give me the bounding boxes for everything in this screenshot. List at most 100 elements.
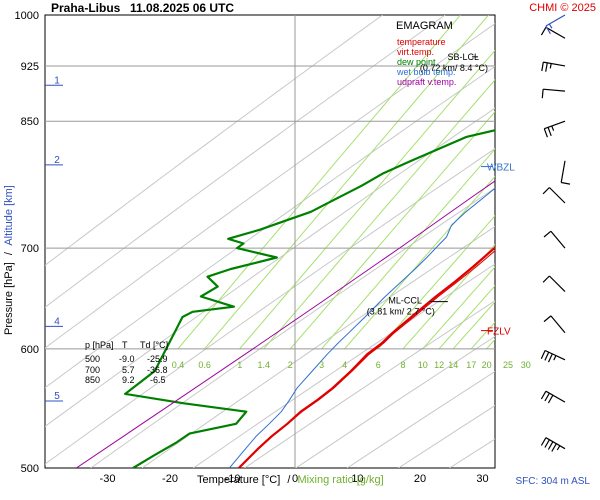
wind-barbs [540,14,571,452]
y-tick-label: 700 [21,243,39,255]
mixing-ratio-label: 12 [434,360,444,370]
altitude-tick-label: 4 [54,316,60,327]
dry-adiabat-line [244,300,495,468]
table-cell: 850 [85,375,100,385]
dry-adiabat-line [45,15,446,308]
surface-elevation-label: SFC: 304 m ASL [516,476,591,487]
wind-barb-flag [547,353,553,363]
chart-title: EMAGRAM [396,20,453,32]
mixing-ratio-lines [177,15,600,350]
wind-barb-flag [542,187,550,195]
dry-adiabat-line [45,15,383,266]
legend-item-updraft: udpraft v.temp. [397,77,456,87]
mixing-ratio-line [508,15,600,349]
mixing-ratio-label: 10 [418,360,428,370]
y-axis-title: Pressure [hPa] / Altitude [km] [3,185,15,335]
wind-barb-shaft [550,315,566,334]
wind-barb-flag [543,315,552,323]
legend-item-virt-temp: virt.temp. [397,47,434,57]
annotation-detail: (3.81 km/ 2.7 °C) [367,307,435,317]
legend-item-wet-bulb: wet bulb temp. [396,67,456,77]
dry-adiabats [45,15,495,468]
wind-barb-half-flag [556,445,561,451]
station-name: Praha-Libus [51,1,121,15]
x-axis-ticks: -30 -20 -10 0 10 20 30 [100,473,489,485]
wind-barb-half-flag [553,355,557,361]
mixing-ratio-label: 20 [482,360,492,370]
x-tick-label: 30 [476,473,488,485]
table-cell: 9.2 [122,375,135,385]
series-virt-temp-line [239,250,495,468]
dry-adiabat-line [141,225,495,468]
mixing-ratio-line [177,15,461,350]
wind-barb-flag [551,443,557,452]
legend: EMAGRAM temperature virt.temp. dew point… [396,20,456,87]
x-tick-label: 0 [292,473,298,485]
wind-barb-flag [543,128,548,138]
x-axis-label-temperature: Temperature [°C] [197,474,280,486]
mixing-ratio-line [263,79,495,350]
wind-barb-flag [540,27,547,36]
mixing-ratio-line [377,215,495,350]
mixing-ratio-label: 17 [466,360,476,370]
dry-adiabat-line [45,65,495,389]
mixing-ratio-label: 0.6 [198,360,211,370]
y-axis-ticks: 500 600 700 850 925 1000 [15,10,39,475]
dry-adiabat-line [295,335,495,468]
wind-barb-flag [540,350,546,359]
y-axis-label-altitude: Altitude [km] [3,185,15,246]
wind-barb-flag [547,127,552,137]
wind-barb-shaft [560,160,566,183]
wind-barb-shaft [550,230,566,249]
y-tick-label: 925 [21,61,39,73]
mixing-ratio-line [289,110,495,350]
mixing-ratio-line [422,266,495,350]
wind-barb-shaft [545,390,566,403]
table-cell: -36.8 [147,365,168,375]
mixing-ratio-line [344,175,495,350]
altitude-tick-label: 5 [54,391,60,402]
pressure-gridlines [45,15,495,468]
condensation-level-annotations: ML-CCL(3.81 km/ 2.7 °C) SB-LCL(0.72 km/ 8… [367,52,488,317]
level-marker-label: WBZL [487,163,515,174]
mixing-ratio-line [321,148,495,350]
annotation-label: SB-LCL [447,52,479,62]
series-temperature-line [238,247,495,468]
wind-barb-flag [540,437,547,446]
legend-item-temperature: temperature [397,37,446,47]
plot-frame [44,14,496,469]
mixing-ratio-labels: 0.4 0.6 1 1.4 2 3 4 6 8 10 12 14 17 20 25 30 [172,360,531,370]
summary-table: p [hPa] T Td [°C] 500 -9.0 -25.9 700 5.7… [85,340,168,385]
wind-barb-flag [561,181,571,185]
y-axis-label-pressure: Pressure [hPa] [3,262,15,335]
y-axis-label-separator: / [3,251,15,255]
sounding-datetime: 11.08.2025 06 UTC [130,1,234,15]
wind-barb-flag [544,439,550,448]
dry-adiabat-line [45,107,495,428]
wind-barb-shaft [545,26,566,39]
mixing-ratio-line [402,243,495,350]
wind-barb-half-flag [549,63,552,69]
wind-barb-flag [542,275,550,283]
x-axis-title: Temperature [°C] / Mixing ratio [g/kg] [197,474,384,486]
y-tick-label: 850 [21,116,39,128]
mixing-ratio-label: 1.4 [258,360,271,370]
wind-barb-flag [540,390,547,400]
wind-barb-shaft [544,349,566,361]
x-tick-label: -10 [225,473,241,485]
mixing-ratio-label: 14 [448,360,458,370]
table-header-p: p [hPa] [85,340,114,350]
x-tick-label: -20 [162,473,178,485]
y-tick-label: 500 [21,463,39,475]
wind-barb-half-flag [548,23,553,29]
altitude-tick-label: 2 [54,155,60,166]
dry-adiabat-line [45,148,495,465]
x-axis-label-mixing-ratio: Mixing ratio [g/kg] [297,474,383,486]
mixing-ratio-label: 3 [319,360,324,370]
wind-barb-flag [541,62,544,72]
wind-barb-flag [543,230,552,238]
series-dew-point-line [124,129,495,468]
wind-barb-flag [544,351,550,361]
mixing-ratio-label: 4 [342,360,347,370]
